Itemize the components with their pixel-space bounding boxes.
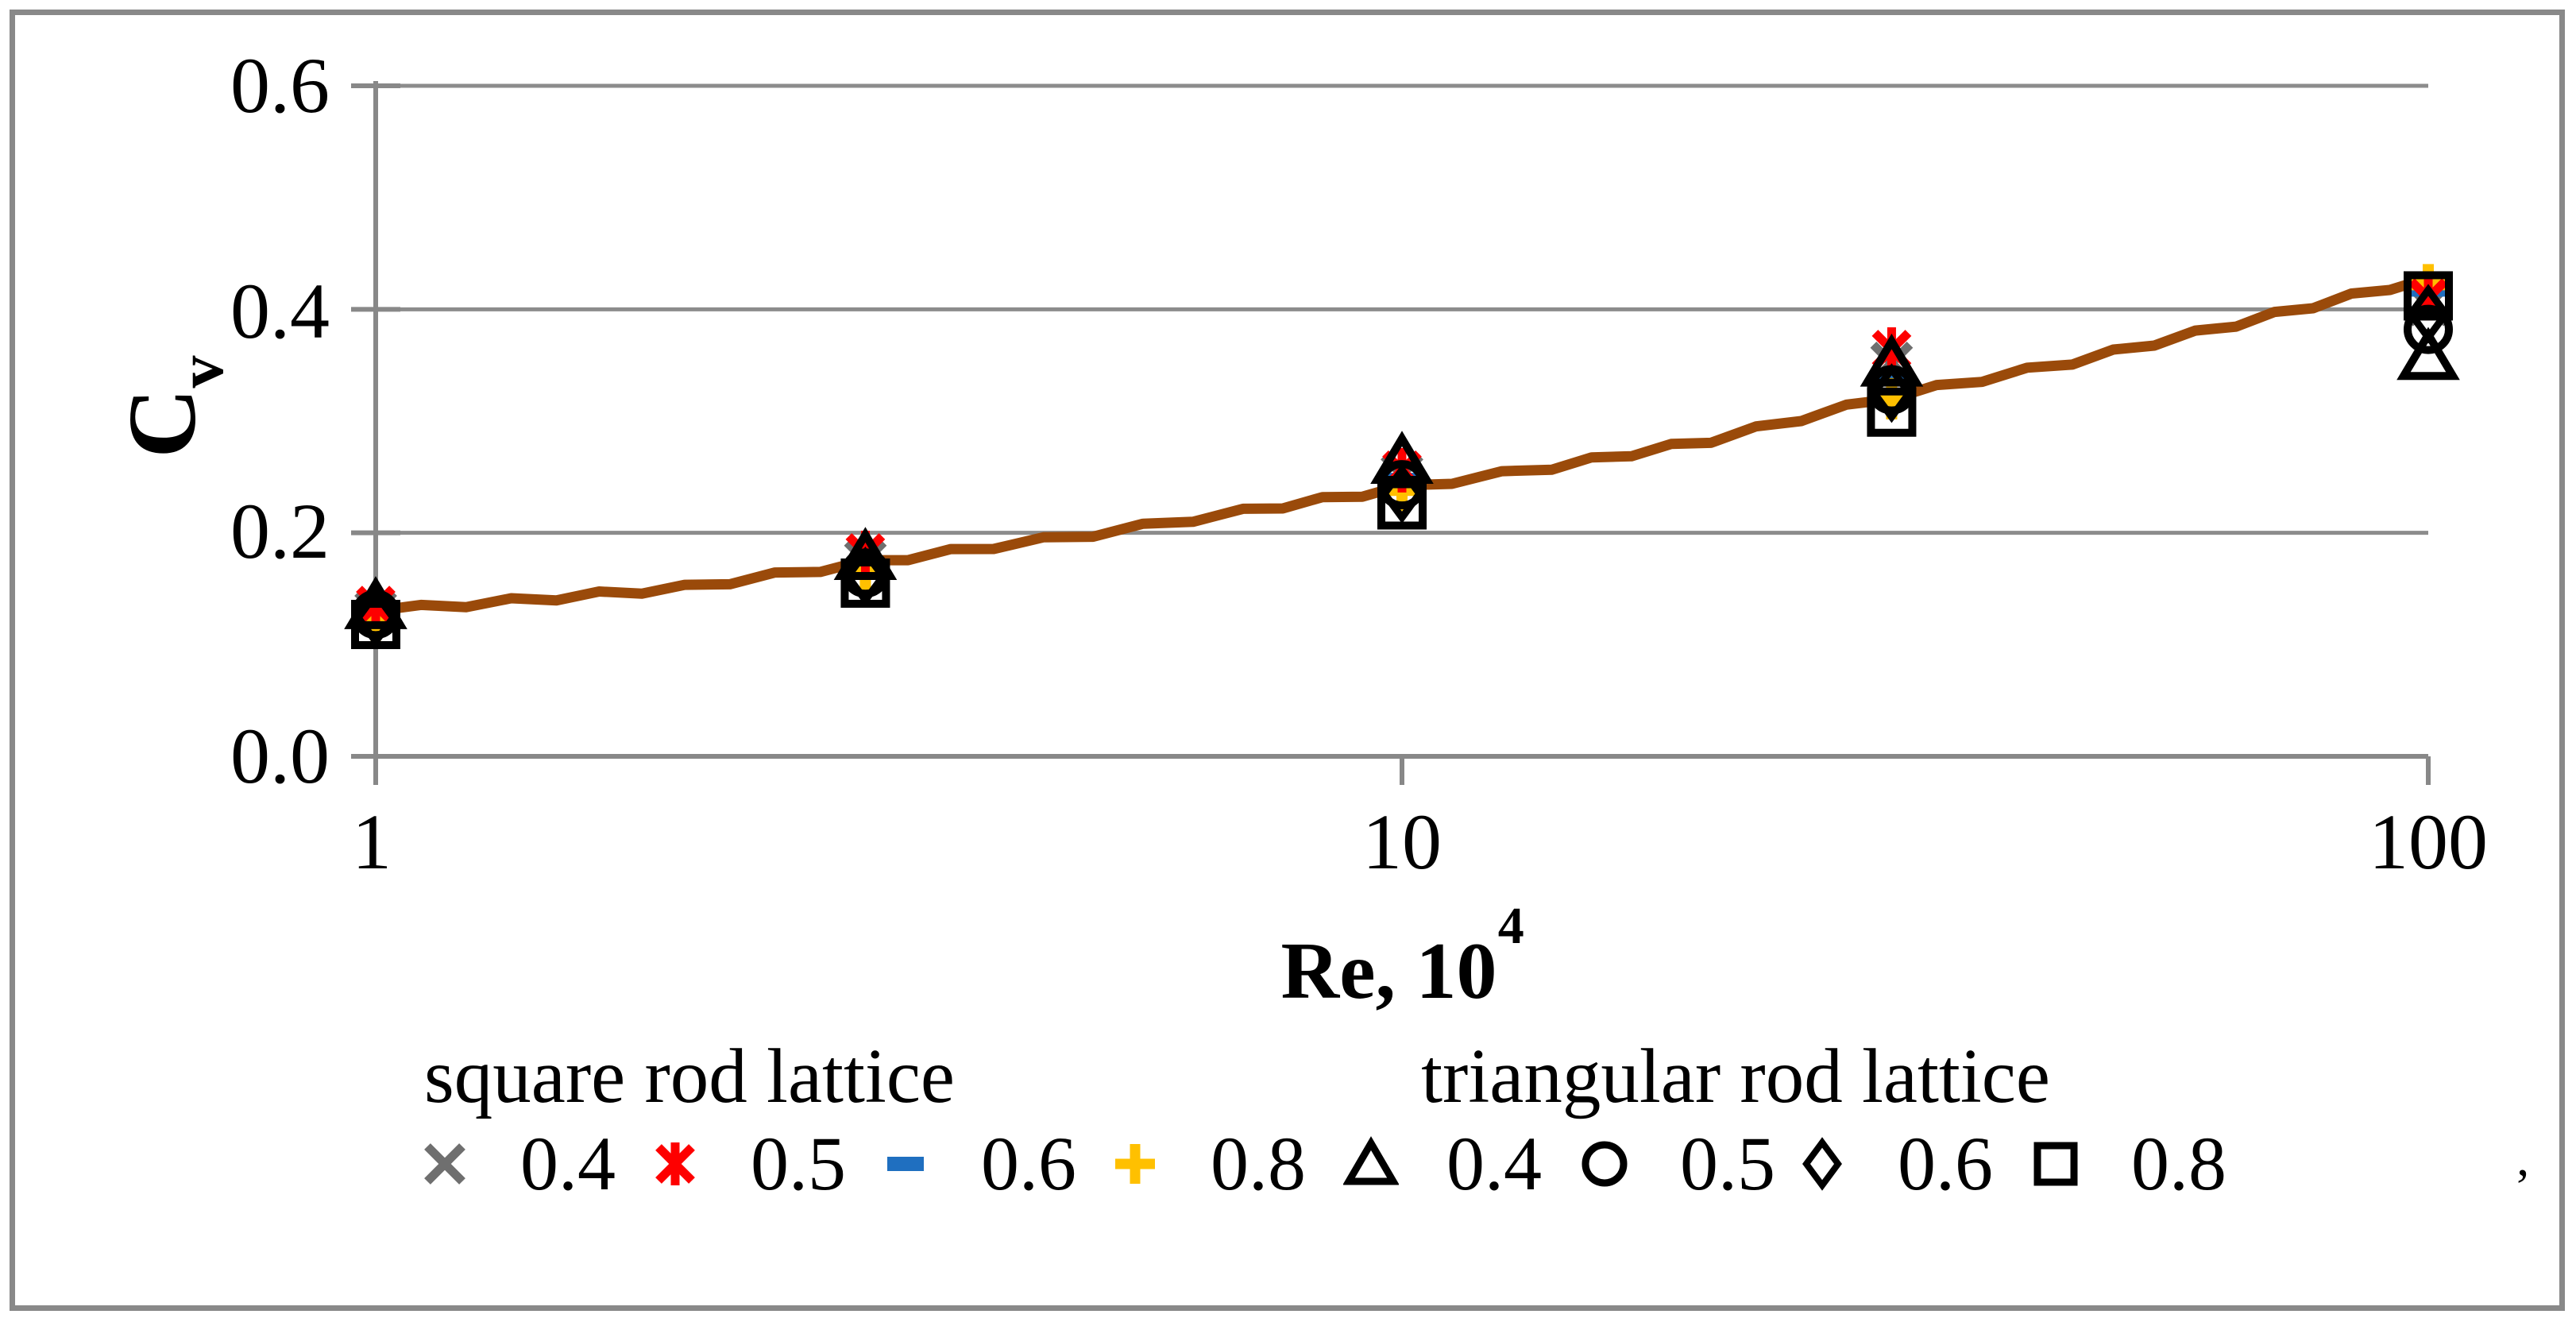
y-axis-title: Cv [109, 288, 237, 526]
circle-data-marker [2404, 304, 2453, 354]
y-tick-label-0.6: 0.6 [230, 41, 330, 129]
y-tick-label-0.2: 0.2 [230, 487, 330, 575]
triangle-data-marker [2396, 327, 2460, 381]
x-tick-label-100: 100 [2369, 798, 2488, 886]
star-marker-icon [655, 1142, 695, 1185]
diamond-data-marker [2406, 284, 2450, 344]
x-tick-label-1: 1 [352, 798, 392, 886]
x-axis-title-main: Re, 10 [1280, 926, 1497, 1016]
triangle-marker-icon [1343, 1136, 1399, 1185]
x-axis-title: Re, 104 [1164, 897, 1640, 1016]
square-data-marker [1377, 480, 1427, 530]
axes [351, 81, 2431, 785]
data-markers [344, 264, 2460, 650]
square-marker-icon [2033, 1142, 2078, 1186]
legend-item-square-0.8: 0.8 [1107, 1124, 1306, 1204]
square-data-marker [351, 600, 400, 650]
stray-apostrophe-mark: ’ [2514, 1158, 2532, 1215]
legend-item-triangular-0.4: 0.4 [1343, 1124, 1542, 1204]
trend-line [375, 273, 2430, 617]
legend-item-triangular-0.8: 0.8 [2028, 1124, 2226, 1204]
triangle-data-marker [1370, 431, 1434, 485]
square-data-marker [840, 558, 890, 608]
legend-item-label: 0.4 [520, 1121, 616, 1206]
legend-item-square-0.6: 0.6 [878, 1124, 1076, 1204]
legend-item-label: 0.4 [1446, 1121, 1542, 1206]
legend-item-label: 0.8 [1211, 1121, 1306, 1206]
y-tick-label-0.4: 0.4 [230, 267, 330, 355]
legend-item-label: 0.6 [981, 1121, 1076, 1206]
legend-item-label: 0.8 [2131, 1121, 2226, 1206]
x-cross-marker-icon [424, 1143, 465, 1185]
legend-item-square-0.4: 0.4 [417, 1124, 616, 1204]
circle-marker-icon [1582, 1141, 1628, 1187]
diamond-marker-icon [1802, 1137, 1842, 1191]
x-axis-title-exponent: 4 [1497, 896, 1524, 955]
y-tick-label-0.0: 0.0 [230, 712, 330, 800]
triangle-data-marker [1860, 333, 1924, 387]
diamond-data-marker [1869, 363, 1914, 423]
y-axis-title-subscript: v [164, 355, 238, 388]
plus-marker-icon [1115, 1144, 1155, 1184]
legend-item-triangular-0.6: 0.6 [1794, 1124, 1993, 1204]
legend-header-triangular-lattice: triangular rod lattice [1421, 1034, 2050, 1119]
square-data-marker [2404, 271, 2453, 321]
legend-header-square-lattice: square rod lattice [424, 1034, 955, 1119]
legend-item-label: 0.5 [1680, 1121, 1775, 1206]
dash-marker-icon [887, 1157, 924, 1171]
x-tick-label-10: 10 [1362, 798, 1442, 886]
gridlines [376, 83, 2428, 535]
legend-item-triangular-0.5: 0.5 [1577, 1124, 1775, 1204]
square-data-marker [1867, 387, 1917, 437]
figure-border [10, 10, 2565, 1311]
legend-item-square-0.5: 0.5 [647, 1124, 846, 1204]
legend-item-label: 0.6 [1898, 1121, 1993, 1206]
y-axis-title-main: C [109, 388, 216, 458]
legend-item-label: 0.5 [751, 1121, 846, 1206]
